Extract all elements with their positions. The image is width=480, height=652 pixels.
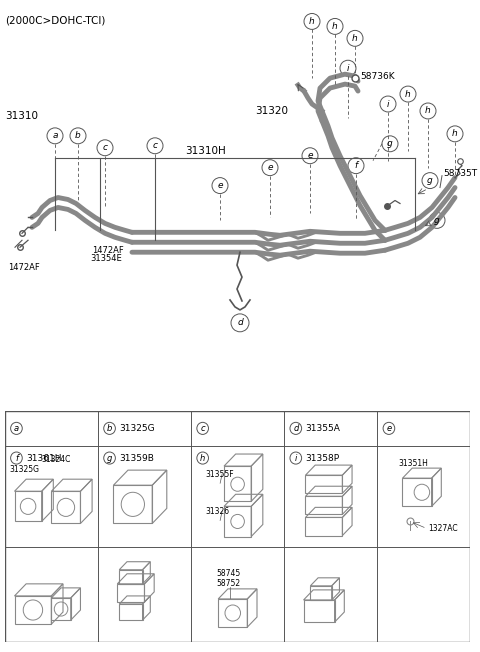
Text: 31326: 31326 <box>205 507 230 516</box>
Text: e: e <box>386 424 392 433</box>
Text: 31351H: 31351H <box>398 458 429 467</box>
Text: d: d <box>237 318 243 327</box>
Text: g: g <box>107 454 112 462</box>
Text: g: g <box>387 140 393 148</box>
Text: 31355F: 31355F <box>205 469 234 479</box>
Text: a: a <box>52 131 58 140</box>
Text: b: b <box>75 131 81 140</box>
Text: 31310: 31310 <box>5 111 38 121</box>
Text: 31324C: 31324C <box>42 454 71 464</box>
Text: b: b <box>107 424 112 433</box>
Text: g: g <box>427 176 433 185</box>
Text: h: h <box>425 106 431 115</box>
Text: 31325G: 31325G <box>119 424 155 433</box>
Text: h: h <box>452 129 458 138</box>
Text: i: i <box>347 64 349 72</box>
Text: (2000C>DOHC-TCI): (2000C>DOHC-TCI) <box>5 16 106 25</box>
Text: 31310H: 31310H <box>185 146 226 156</box>
Text: h: h <box>405 89 411 98</box>
Text: 31320: 31320 <box>255 106 288 116</box>
Text: c: c <box>200 424 205 433</box>
Text: 58745: 58745 <box>216 569 240 578</box>
Text: 58735T: 58735T <box>443 169 477 178</box>
Text: e: e <box>217 181 223 190</box>
Text: 31355A: 31355A <box>305 424 340 433</box>
Text: f: f <box>354 161 358 170</box>
Text: g: g <box>434 216 440 225</box>
Text: e: e <box>267 163 273 172</box>
Text: 58752: 58752 <box>216 580 240 588</box>
Text: 31361H: 31361H <box>26 454 61 462</box>
Text: d: d <box>293 424 299 433</box>
Text: h: h <box>332 22 338 31</box>
Text: h: h <box>352 34 358 43</box>
Text: 31359B: 31359B <box>119 454 154 462</box>
Text: 1472AF: 1472AF <box>8 263 40 272</box>
Text: a: a <box>14 424 19 433</box>
Text: 1472AF: 1472AF <box>92 246 124 255</box>
Text: h: h <box>309 17 315 26</box>
Text: 31354E: 31354E <box>90 254 122 263</box>
Text: 31325G: 31325G <box>10 465 40 473</box>
Text: e: e <box>307 151 313 160</box>
Text: c: c <box>153 141 157 150</box>
Text: h: h <box>200 454 205 462</box>
Text: c: c <box>103 143 108 153</box>
Text: i: i <box>295 454 297 462</box>
Text: 31358P: 31358P <box>305 454 340 462</box>
Text: i: i <box>387 100 389 108</box>
Text: f: f <box>15 454 18 462</box>
Text: 58736K: 58736K <box>360 72 395 81</box>
Text: 1327AC: 1327AC <box>429 524 458 533</box>
